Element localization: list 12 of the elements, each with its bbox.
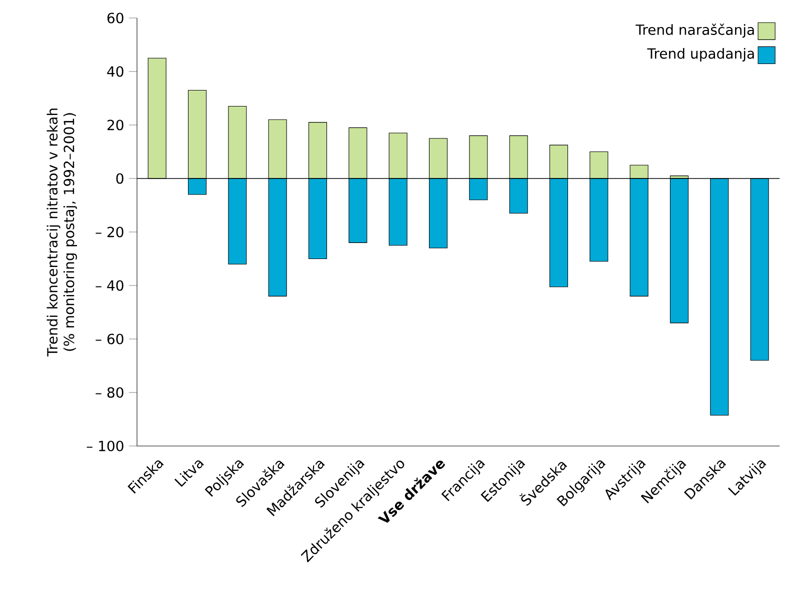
y-tick-label: 0 xyxy=(116,173,124,184)
y-tick-label: 20 xyxy=(108,120,124,130)
y-tick-label: – 100 xyxy=(86,440,124,452)
y-axis-title: Trendi koncentracij nitratov v rekah (% monitoring postaj, 1992–2001) xyxy=(46,108,77,357)
y-tick-label: – 20 xyxy=(96,226,124,238)
y-tick-label: – 80 xyxy=(96,387,124,398)
legend-label: Trend naraščanja xyxy=(636,24,754,38)
legend-label: Trend upadanja xyxy=(647,48,754,62)
y-tick-label: 40 xyxy=(107,66,124,77)
y-tick-label: – 40 xyxy=(96,280,124,291)
y-tick-label: 60 xyxy=(107,12,124,24)
y-tick-label: – 60 xyxy=(96,334,124,344)
